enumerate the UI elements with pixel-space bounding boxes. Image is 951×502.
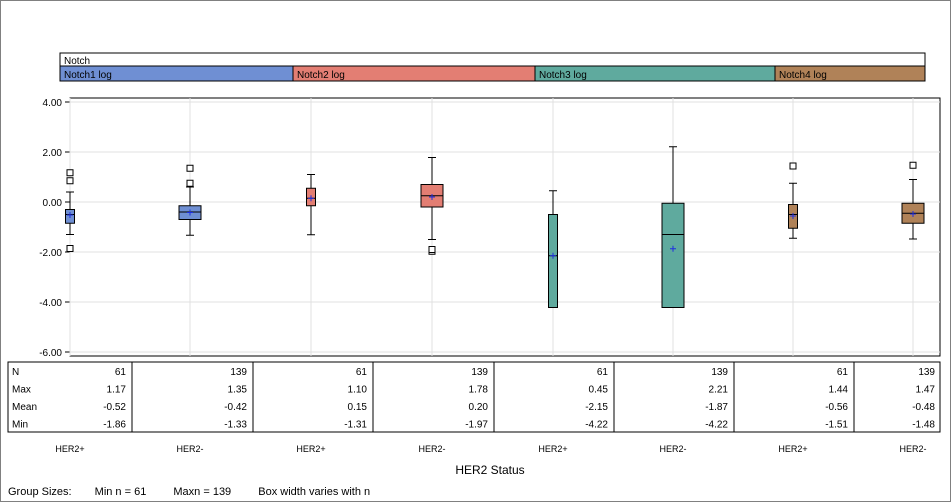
- stats-value-min: -4.22: [705, 420, 728, 431]
- stats-value-max: 1.17: [107, 385, 127, 396]
- x-category-label: HER2+: [296, 444, 325, 454]
- panel-header-text: Notch: [64, 56, 90, 67]
- x-category-label: HER2+: [778, 444, 807, 454]
- group-sizes-footer: Group Sizes: Min n = 61 Maxn = 139 Box w…: [8, 486, 394, 498]
- panel-header-box: [59, 52, 926, 67]
- stats-value-mean: 0.20: [469, 402, 489, 413]
- stats-value-min: -4.22: [585, 420, 608, 431]
- box-iqr: [661, 202, 685, 308]
- stats-value-n: 61: [356, 367, 368, 378]
- x-category-label: HER2+: [55, 444, 84, 454]
- stats-value-min: -1.31: [344, 420, 367, 431]
- stats-value-mean: -1.87: [705, 402, 728, 413]
- stats-value-mean: -0.56: [825, 402, 848, 413]
- stats-value-min: -1.86: [103, 420, 126, 431]
- y-tick-label: -2.00: [39, 248, 62, 259]
- x-category-label: HER2-: [659, 444, 686, 454]
- stats-value-n: 139: [230, 367, 247, 378]
- stats-value-min: -1.97: [465, 420, 488, 431]
- outlier-point: [789, 162, 797, 170]
- box-iqr: [548, 214, 558, 308]
- y-tick-label: 2.00: [43, 148, 63, 159]
- stats-value-min: -1.51: [825, 420, 848, 431]
- stats-value-n: 61: [115, 367, 127, 378]
- box-1: [65, 169, 75, 252]
- stats-value-mean: -2.15: [585, 402, 608, 413]
- y-tick-label: -6.00: [39, 348, 62, 359]
- x-category-label: HER2-: [418, 444, 445, 454]
- stats-value-mean: -0.42: [224, 402, 247, 413]
- stats-value-mean: -0.48: [912, 402, 935, 413]
- stats-value-max: 1.35: [228, 385, 248, 396]
- stats-row-label: Max: [12, 385, 31, 396]
- box-5: [548, 190, 558, 308]
- stats-value-max: 1.44: [829, 385, 849, 396]
- group-band-label-2: Notch2 log: [297, 70, 345, 81]
- max-n-text: Maxn = 139: [173, 486, 232, 498]
- stats-table: [7, 361, 941, 433]
- x-category-label: HER2-: [899, 444, 926, 454]
- x-category-label: HER2-: [176, 444, 203, 454]
- group-band-label-1: Notch1 log: [64, 70, 112, 81]
- box-4: [420, 157, 444, 255]
- stats-value-n: 139: [711, 367, 728, 378]
- stats-value-min: -1.33: [224, 420, 247, 431]
- stats-value-max: 2.21: [709, 385, 729, 396]
- group-sizes-label: Group Sizes:: [8, 486, 72, 498]
- stats-row-label: Min: [12, 420, 28, 431]
- outlier-point: [428, 246, 436, 253]
- y-tick-label: 0.00: [43, 198, 63, 209]
- group-band-4: [774, 65, 926, 82]
- stats-value-min: -1.48: [912, 420, 935, 431]
- stats-value-n: 139: [918, 367, 935, 378]
- box-6: [661, 146, 685, 308]
- group-band-label-3: Notch3 log: [539, 70, 587, 81]
- box-2: [178, 164, 202, 236]
- outlier-point: [66, 245, 74, 252]
- stats-value-mean: 0.15: [348, 402, 368, 413]
- x-category-label: HER2+: [538, 444, 567, 454]
- y-tick-label: 4.00: [43, 98, 63, 109]
- min-n-text: Min n = 61: [94, 486, 147, 498]
- box-8: [901, 161, 925, 240]
- plot-area: [69, 97, 941, 357]
- stats-row-label: Mean: [12, 402, 37, 413]
- group-band-label-4: Notch4 log: [779, 70, 827, 81]
- outlier-point: [186, 164, 194, 172]
- outlier-point: [909, 161, 917, 169]
- stats-value-n: 61: [837, 367, 849, 378]
- stats-value-n: 61: [597, 367, 609, 378]
- stats-value-n: 139: [471, 367, 488, 378]
- x-axis-label: HER2 Status: [455, 463, 524, 477]
- stats-value-max: 1.78: [469, 385, 489, 396]
- outlier-point: [186, 179, 194, 187]
- stats-value-max: 1.47: [916, 385, 936, 396]
- stats-value-mean: -0.52: [103, 402, 126, 413]
- outlier-point: [66, 169, 74, 177]
- stats-value-max: 1.10: [348, 385, 368, 396]
- stats-row-label: N: [12, 367, 19, 378]
- y-tick-label: -4.00: [39, 298, 62, 309]
- box-3: [306, 174, 316, 236]
- box-width-note: Box width varies with n: [258, 486, 371, 498]
- stats-value-max: 0.45: [589, 385, 609, 396]
- box-7: [788, 162, 798, 239]
- outlier-point: [66, 177, 74, 185]
